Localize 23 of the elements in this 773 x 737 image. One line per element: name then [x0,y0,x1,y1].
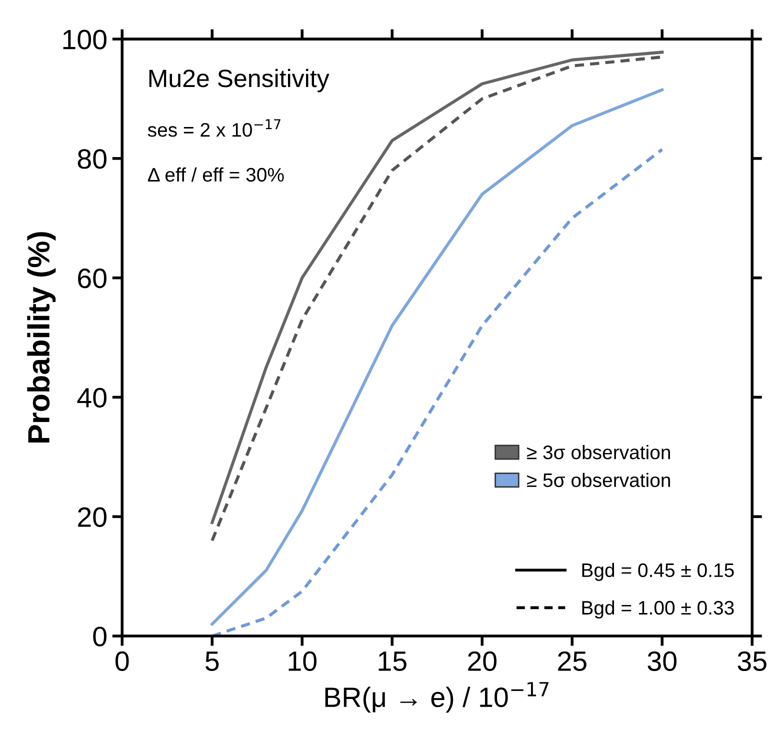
x-tick-label: 0 [115,651,129,672]
x-axis-title: BR(μ → e) / 10$^{−17}$ [325,682,549,713]
x-tick-label: 10 [288,651,316,672]
legend-label: ≥ 5σ observation [527,472,670,488]
y-tick-label: 20 [78,507,106,527]
x-tick-label: 20 [468,651,496,672]
y-tick-label: 60 [78,268,106,288]
x-tick-label: 30 [648,651,676,672]
annotation: Δ eff / eff = 30% [148,167,284,182]
annotation: ses = 2 x 10$^{−17}$ [148,119,280,137]
y-tick-label: 100 [63,30,106,50]
x-tick-label: 15 [378,652,406,672]
y-tick-label: 40 [77,388,106,408]
y-tick-label: 0 [93,626,106,646]
annotation: Bgd = 1.00 ± 0.33 [582,600,734,619]
x-tick-label: 35 [738,651,766,672]
annotation: Bgd = 0.45 ± 0.15 [582,562,734,581]
y-tick-label: 80 [78,149,106,169]
legend-label: ≥ 3σ observation [527,444,670,460]
x-tick-label: 5 [206,652,219,672]
y-axis-title: Probability (%) [27,232,56,442]
text: Mu2e Sensitivity [149,68,330,92]
x-tick-label: 25 [558,651,586,672]
